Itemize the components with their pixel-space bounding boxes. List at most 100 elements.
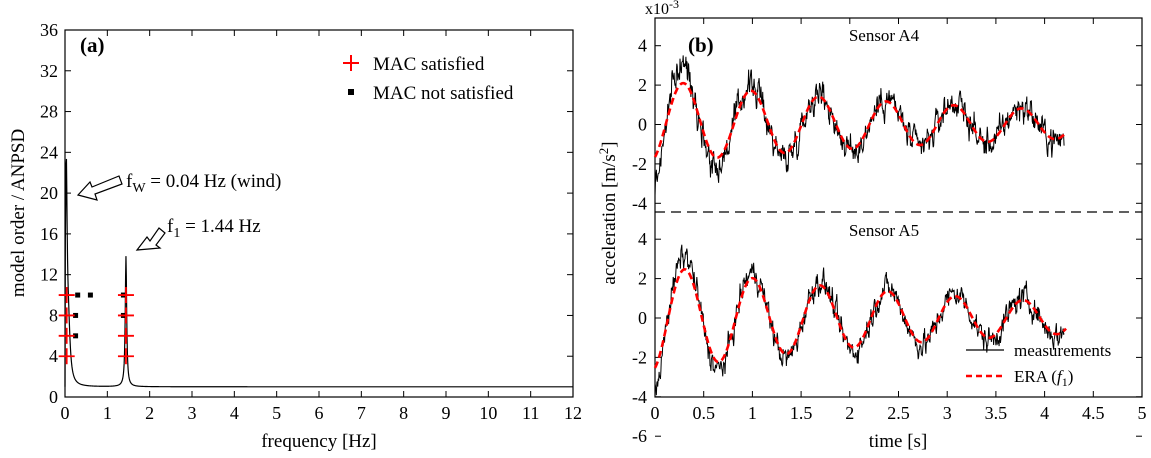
point-mac-not-satisfied	[73, 333, 79, 339]
point-mac-not-satisfied	[73, 312, 79, 318]
x-tick-label: 0.5	[692, 403, 715, 423]
panel-b-ylabel: acceleration [m/s2]	[596, 141, 620, 284]
x-tick-label: 1.5	[790, 403, 813, 423]
panel-b-legend: measurements ERA (f1)	[966, 341, 1111, 389]
point-mac-satisfied	[58, 307, 75, 324]
y-tick-label: 4	[638, 36, 647, 56]
point-mac-satisfied	[117, 327, 134, 344]
y-tick-label: 36	[40, 20, 58, 40]
x-tick-label: 6	[315, 403, 324, 423]
panel-b-xlabel: time [s]	[869, 431, 928, 452]
panel-a-y-ticks: 0 4 8 12 16 20 24 28 32 36	[40, 20, 573, 407]
panel-b-ylabel-sup: 2	[596, 148, 611, 155]
annotation-wind-frequency: fW = 0.04 Hz (wind)	[76, 171, 281, 201]
era-trace	[653, 81, 1067, 159]
panel-b-ylabel-end: ]	[599, 141, 620, 147]
x-tick-label: 3	[188, 403, 197, 423]
y-tick-label: -4	[632, 387, 647, 407]
panel-b-scale-main: x10	[645, 1, 669, 18]
y-tick-label: 28	[40, 102, 58, 122]
y-tick-label: 0	[638, 115, 647, 135]
y-tick-label: 32	[40, 61, 58, 81]
x-tick-label: 4.5	[1082, 403, 1105, 423]
legend-era-end: )	[1068, 367, 1074, 386]
panel-a-legend: MAC satisfied MAC not satisfied	[343, 54, 514, 104]
legend-era-italic: f	[1057, 367, 1064, 386]
panel-a-anpsd-line	[64, 158, 573, 388]
x-tick-label: 0	[651, 403, 660, 423]
y-tick-label: 20	[40, 183, 58, 203]
y-tick-label: 16	[40, 224, 58, 244]
panel-b-subplot-title-a4: Sensor A4	[849, 26, 920, 45]
x-tick-label: 7	[357, 403, 366, 423]
point-mac-satisfied	[58, 348, 75, 365]
point-mac-satisfied	[117, 307, 134, 324]
x-tick-label: 2.5	[887, 403, 910, 423]
x-tick-label: 3	[943, 403, 952, 423]
point-mac-not-satisfied	[75, 292, 81, 298]
panel-b-scale-sup: -3	[669, 0, 679, 11]
legend-label-mac-not-satisfied: MAC not satisfied	[373, 83, 514, 104]
legend-marker-mac-satisfied	[343, 55, 359, 71]
y-tick-label: 0	[638, 308, 647, 328]
anpsd-line	[64, 158, 573, 388]
y-tick-label: 4	[49, 346, 58, 366]
annotation-wind-f: f	[126, 171, 133, 192]
x-tick-label: 11	[522, 403, 539, 423]
x-tick-label: 2	[845, 403, 854, 423]
annotation-f1-rest: = 1.44 Hz	[180, 216, 260, 237]
svg-text:fW = 0.04 Hz (wind): fW = 0.04 Hz (wind)	[126, 171, 281, 196]
legend-label-era: ERA (f1)	[1014, 367, 1073, 389]
panel-b-y-ticks: 4 2 0 -2 -4 4 2 0 -2 -4 -6	[632, 36, 1142, 446]
y-tick-label: 2	[638, 269, 647, 289]
svg-text:f1 = 1.44 Hz: f1 = 1.44 Hz	[167, 216, 261, 241]
y-tick-label: 12	[40, 265, 58, 285]
x-tick-label: 5	[1138, 403, 1147, 423]
point-mac-satisfied	[117, 348, 134, 365]
annotation-wind-sub: W	[132, 181, 146, 196]
panel-b-label: (b)	[688, 33, 714, 57]
panel-b-x-ticks: 0 0.5 1 1.5 2 2.5 3 3.5 4 4.5 5	[651, 18, 1147, 423]
legend-label-mac-satisfied: MAC satisfied	[373, 54, 485, 75]
legend-era-sub: 1	[1062, 375, 1068, 389]
measurement-trace	[654, 244, 1065, 396]
point-mac-satisfied	[58, 327, 75, 344]
x-tick-label: 10	[479, 403, 497, 423]
legend-marker-mac-not-satisfied	[348, 89, 354, 95]
y-tick-label: 2	[638, 75, 647, 95]
x-tick-label: 3.5	[985, 403, 1008, 423]
y-tick-label: 8	[49, 305, 58, 325]
annotation-wind-rest: = 0.04 Hz (wind)	[146, 171, 282, 192]
y-tick-label: -2	[632, 154, 647, 174]
x-tick-label: 4	[1040, 403, 1049, 423]
x-tick-label: 0	[61, 403, 70, 423]
x-tick-label: 1	[103, 403, 112, 423]
panel-a-label: (a)	[80, 33, 105, 57]
annotation-f1-arrow	[135, 227, 166, 251]
x-tick-label: 8	[399, 403, 408, 423]
panel-a-xlabel: frequency [Hz]	[261, 431, 377, 452]
x-tick-label: 2	[145, 403, 154, 423]
x-tick-label: 9	[442, 403, 451, 423]
annotation-f1-sub: 1	[173, 226, 180, 241]
panel-b-chart: 0 0.5 1 1.5 2 2.5 3 3.5 4 4.5 5 4 2 0 -2 -4 4 2 0 -2 -4 -6 (…	[596, 0, 1147, 452]
annotation-f1-frequency: f1 = 1.44 Hz	[135, 216, 261, 251]
panel-a-x-ticks: 0 1 2 3 4 5 6 7 8 9 10 11 12	[61, 30, 582, 423]
panel-a-stabilization-points	[58, 287, 134, 365]
point-mac-not-satisfied	[87, 292, 93, 298]
panel-b-era-traces	[653, 81, 1067, 369]
y-tick-label: 24	[40, 142, 58, 162]
x-tick-label: 1	[748, 403, 757, 423]
y-tick-label: 4	[638, 229, 647, 249]
x-tick-label: 5	[272, 403, 281, 423]
measurement-trace	[654, 55, 1065, 196]
legend-label-measurements: measurements	[1014, 341, 1111, 360]
annotation-f1-f: f	[167, 216, 174, 237]
annotation-wind-arrow	[76, 175, 123, 201]
y-tick-label: -4	[632, 193, 647, 213]
panel-b-scale-label: x10-3	[645, 0, 679, 18]
point-mac-satisfied	[117, 287, 134, 304]
legend-era-main: ERA (	[1014, 367, 1057, 386]
